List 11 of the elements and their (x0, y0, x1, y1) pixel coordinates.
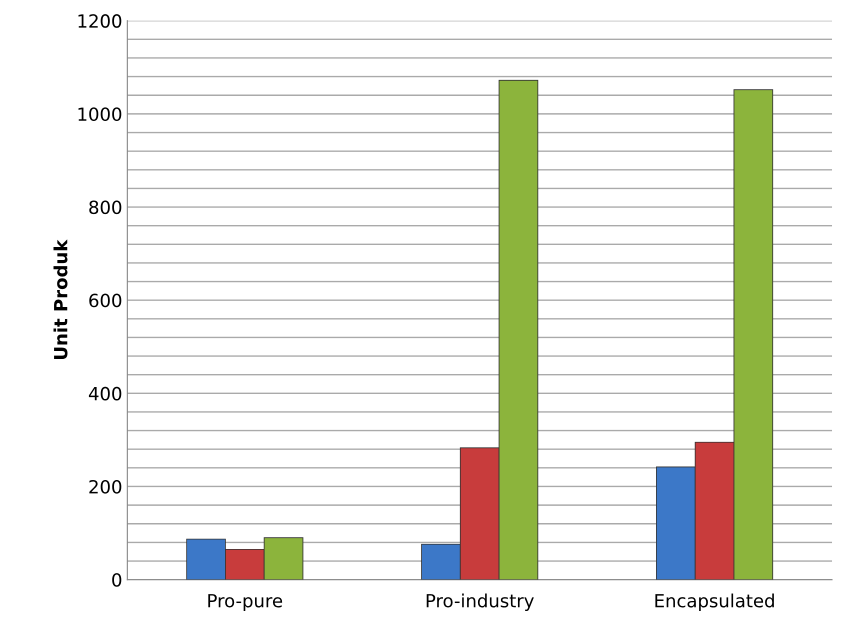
y-tick-label: 600 (89, 294, 122, 308)
y-tick-label: 1000 (78, 107, 122, 121)
y-axis-title: Unit Produk (54, 239, 68, 359)
y-tick-label: 0 (112, 573, 122, 587)
y-tick-label: 1200 (78, 14, 122, 28)
y-tick-label: 200 (89, 480, 122, 494)
y-tick-label: 800 (89, 200, 122, 214)
x-tick-label: Encapsulated (655, 594, 774, 612)
x-tick-label: Pro-industry (426, 594, 534, 612)
x-tick-label: Pro-pure (208, 594, 282, 612)
y-tick-label: 400 (88, 386, 122, 400)
